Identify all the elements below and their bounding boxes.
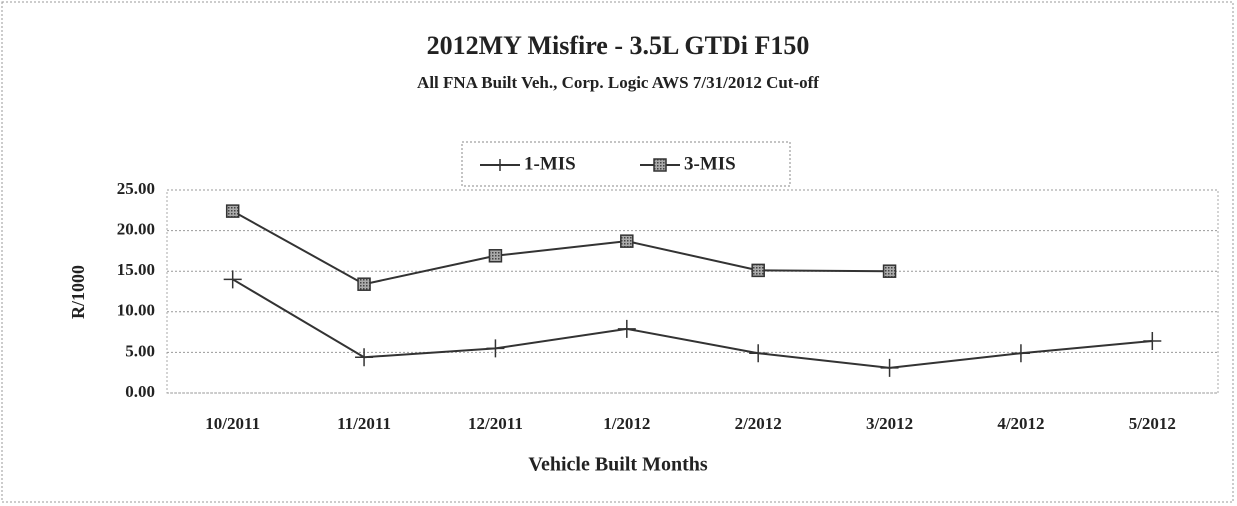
data-point bbox=[355, 348, 374, 367]
y-axis-label: R/1000 bbox=[68, 265, 88, 319]
chart-title: 2012MY Misfire - 3.5L GTDi F150 bbox=[427, 31, 810, 60]
y-tick-label: 5.00 bbox=[125, 341, 155, 360]
data-point bbox=[1011, 344, 1030, 363]
data-point bbox=[357, 277, 371, 291]
x-tick-label: 11/2011 bbox=[337, 414, 391, 433]
legend-label: 3-MIS bbox=[684, 153, 736, 174]
data-point bbox=[223, 270, 242, 289]
series-line bbox=[232, 210, 890, 286]
x-tick-label: 3/2012 bbox=[866, 414, 913, 433]
chart-subtitle: All FNA Built Veh., Corp. Logic AWS 7/31… bbox=[417, 73, 819, 92]
data-point bbox=[749, 344, 768, 363]
x-tick-label: 2/2012 bbox=[735, 414, 782, 433]
data-point bbox=[882, 264, 897, 278]
x-tick-label: 12/2011 bbox=[468, 414, 523, 433]
x-tick-label: 10/2011 bbox=[205, 414, 260, 433]
data-point bbox=[486, 339, 505, 358]
data-point bbox=[751, 263, 765, 278]
legend-marker bbox=[653, 158, 667, 172]
legend-box bbox=[461, 141, 791, 187]
data-point bbox=[880, 358, 899, 377]
legend-marker bbox=[494, 159, 506, 171]
x-tick-label: 5/2012 bbox=[1129, 414, 1176, 433]
x-axis-label: Vehicle Built Months bbox=[528, 454, 707, 476]
legend-label: 1-MIS bbox=[524, 153, 576, 174]
y-tick-label: 10.00 bbox=[117, 301, 155, 320]
y-tick-label: 20.00 bbox=[117, 220, 155, 239]
data-point bbox=[620, 234, 634, 248]
data-point bbox=[617, 319, 636, 338]
data-point bbox=[488, 249, 503, 263]
y-tick-label: 0.00 bbox=[125, 382, 155, 401]
y-tick-label: 25.00 bbox=[117, 179, 155, 198]
plot-area bbox=[166, 189, 1219, 394]
series-line bbox=[232, 278, 1153, 369]
y-tick-label: 15.00 bbox=[117, 260, 155, 279]
data-point bbox=[1143, 332, 1162, 351]
data-point bbox=[225, 204, 240, 218]
x-tick-label: 1/2012 bbox=[603, 414, 650, 433]
x-tick-label: 4/2012 bbox=[997, 414, 1044, 433]
